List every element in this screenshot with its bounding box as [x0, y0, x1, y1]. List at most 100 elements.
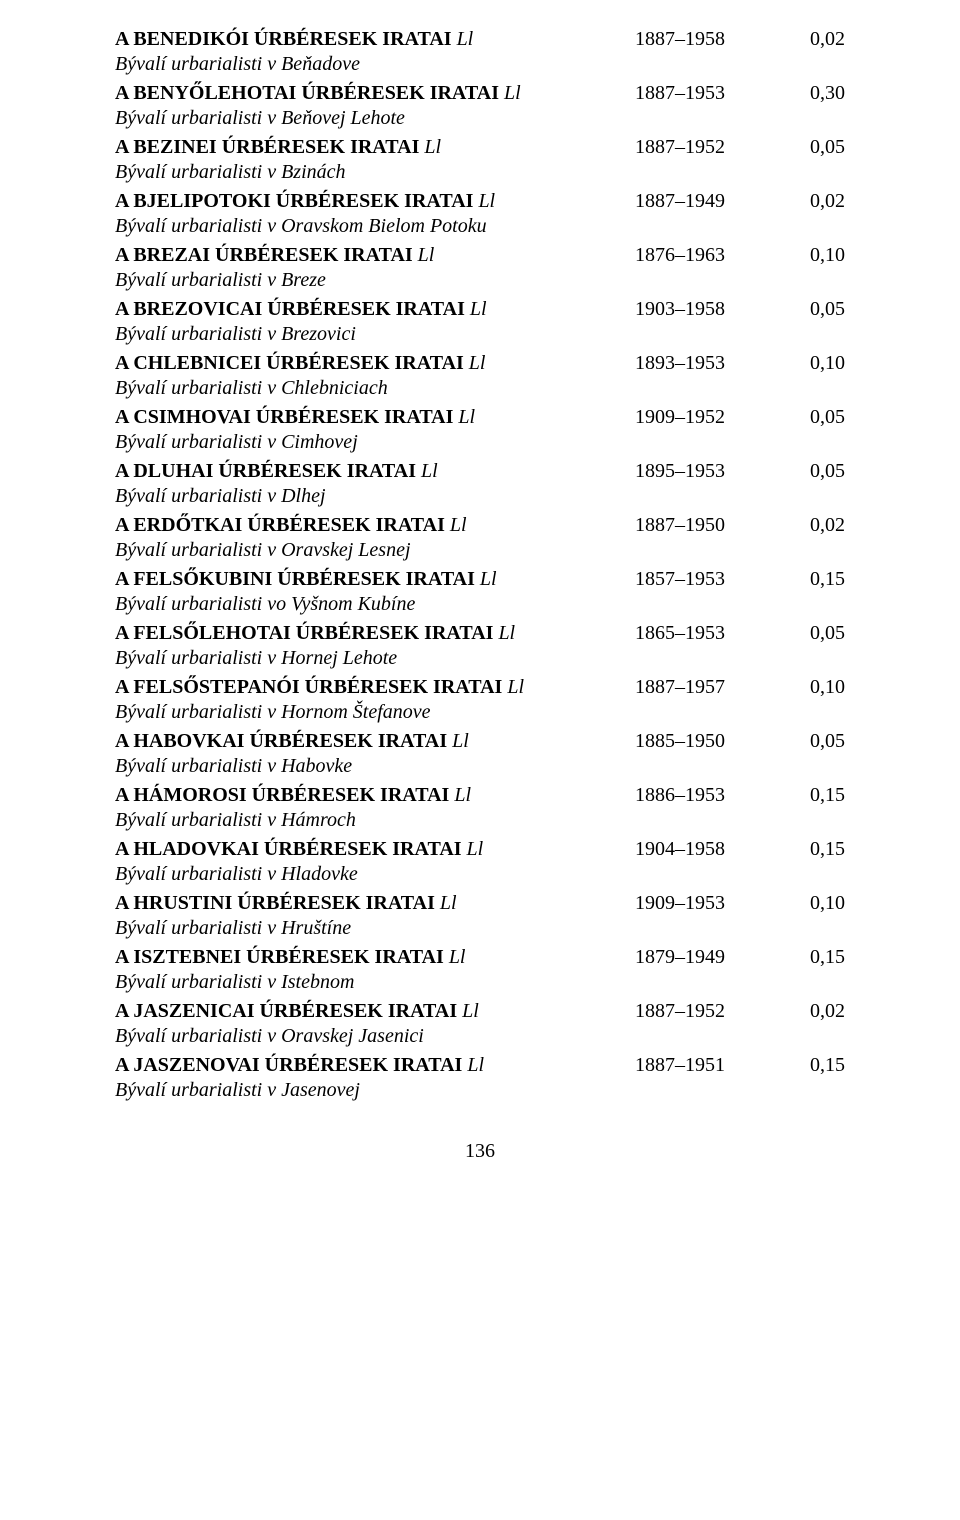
entry-value: 0,02: [790, 1000, 845, 1023]
entry-title-suffix: Ll: [454, 784, 471, 806]
entry: A BENEDIKÓI ÚRBÉRESEK IRATAI Ll1887–1958…: [115, 28, 845, 76]
entry: A FELSŐKUBINI ÚRBÉRESEK IRATAI Ll1857–19…: [115, 568, 845, 616]
entry-title: A BENEDIKÓI ÚRBÉRESEK IRATAI Ll: [115, 28, 635, 51]
entry-title-suffix: Ll: [421, 460, 438, 482]
entry-title-suffix: Ll: [467, 838, 484, 860]
entry: A BEZINEI ÚRBÉRESEK IRATAI Ll1887–19520,…: [115, 136, 845, 184]
entry: A JASZENOVAI ÚRBÉRESEK IRATAI Ll1887–195…: [115, 1054, 845, 1102]
entry-row: A CSIMHOVAI ÚRBÉRESEK IRATAI Ll1909–1952…: [115, 406, 845, 429]
entry: A BREZAI ÚRBÉRESEK IRATAI Ll1876–19630,1…: [115, 244, 845, 292]
entry-value: 0,02: [790, 514, 845, 537]
entry-subtitle: Bývalí urbarialisti v Oravskej Lesnej: [115, 539, 845, 562]
entries-list: A BENEDIKÓI ÚRBÉRESEK IRATAI Ll1887–1958…: [115, 28, 845, 1102]
entry-value: 0,15: [790, 784, 845, 807]
entry-subtitle: Bývalí urbarialisti v Hámroch: [115, 809, 845, 832]
entry: A CHLEBNICEI ÚRBÉRESEK IRATAI Ll1893–195…: [115, 352, 845, 400]
document-page: A BENEDIKÓI ÚRBÉRESEK IRATAI Ll1887–1958…: [0, 0, 960, 1163]
entry: A JASZENICAI ÚRBÉRESEK IRATAI Ll1887–195…: [115, 1000, 845, 1048]
entry: A FELSŐSTEPANÓI ÚRBÉRESEK IRATAI Ll1887–…: [115, 676, 845, 724]
entry-title-suffix: Ll: [498, 622, 515, 644]
entry-row: A CHLEBNICEI ÚRBÉRESEK IRATAI Ll1893–195…: [115, 352, 845, 375]
entry-subtitle: Bývalí urbarialisti v Brezovici: [115, 323, 845, 346]
entry-row: A JASZENOVAI ÚRBÉRESEK IRATAI Ll1887–195…: [115, 1054, 845, 1077]
entry-row: A HABOVKAI ÚRBÉRESEK IRATAI Ll1885–19500…: [115, 730, 845, 753]
entry-years: 1904–1958: [635, 838, 790, 861]
entry-subtitle: Bývalí urbarialisti v Cimhovej: [115, 431, 845, 454]
entry-title-text: A BEZINEI ÚRBÉRESEK IRATAI: [115, 136, 419, 158]
entry-title: A JASZENICAI ÚRBÉRESEK IRATAI Ll: [115, 1000, 635, 1023]
entry-subtitle: Bývalí urbarialisti v Hladovke: [115, 863, 845, 886]
entry-years: 1865–1953: [635, 622, 790, 645]
entry-title: A ERDŐTKAI ÚRBÉRESEK IRATAI Ll: [115, 514, 635, 537]
entry-title-suffix: Ll: [418, 244, 435, 266]
entry-title-suffix: Ll: [469, 352, 486, 374]
entry-subtitle: Bývalí urbarialisti v Beňovej Lehote: [115, 107, 845, 130]
entry-subtitle: Bývalí urbarialisti v Hornom Štefanove: [115, 701, 845, 724]
entry-row: A HLADOVKAI ÚRBÉRESEK IRATAI Ll1904–1958…: [115, 838, 845, 861]
entry-row: A BREZAI ÚRBÉRESEK IRATAI Ll1876–19630,1…: [115, 244, 845, 267]
entry: A CSIMHOVAI ÚRBÉRESEK IRATAI Ll1909–1952…: [115, 406, 845, 454]
entry-value: 0,02: [790, 190, 845, 213]
entry: A HÁMOROSI ÚRBÉRESEK IRATAI Ll1886–19530…: [115, 784, 845, 832]
entry-title-suffix: Ll: [480, 568, 497, 590]
entry-subtitle: Bývalí urbarialisti v Istebnom: [115, 971, 845, 994]
entry-row: A HÁMOROSI ÚRBÉRESEK IRATAI Ll1886–19530…: [115, 784, 845, 807]
entry-subtitle: Bývalí urbarialisti v Hornej Lehote: [115, 647, 845, 670]
entry-years: 1887–1953: [635, 82, 790, 105]
entry-title-suffix: Ll: [462, 1000, 479, 1022]
entry-title: A BENYŐLEHOTAI ÚRBÉRESEK IRATAI Ll: [115, 82, 635, 105]
entry-row: A BEZINEI ÚRBÉRESEK IRATAI Ll1887–19520,…: [115, 136, 845, 159]
entry-title-suffix: Ll: [450, 514, 467, 536]
entry-title: A HRUSTINI ÚRBÉRESEK IRATAI Ll: [115, 892, 635, 915]
entry-years: 1885–1950: [635, 730, 790, 753]
entry-title-text: A DLUHAI ÚRBÉRESEK IRATAI: [115, 460, 416, 482]
entry-title-text: A ERDŐTKAI ÚRBÉRESEK IRATAI: [115, 514, 445, 536]
entry-title-text: A HABOVKAI ÚRBÉRESEK IRATAI: [115, 730, 447, 752]
entry-title-text: A BENEDIKÓI ÚRBÉRESEK IRATAI: [115, 28, 452, 50]
entry-row: A FELSŐKUBINI ÚRBÉRESEK IRATAI Ll1857–19…: [115, 568, 845, 591]
entry-value: 0,10: [790, 352, 845, 375]
entry-title-text: A FELSŐLEHOTAI ÚRBÉRESEK IRATAI: [115, 622, 493, 644]
entry-title-suffix: Ll: [470, 298, 487, 320]
entry-title: A DLUHAI ÚRBÉRESEK IRATAI Ll: [115, 460, 635, 483]
entry-title: A FELSŐSTEPANÓI ÚRBÉRESEK IRATAI Ll: [115, 676, 635, 699]
entry-row: A HRUSTINI ÚRBÉRESEK IRATAI Ll1909–19530…: [115, 892, 845, 915]
entry-years: 1887–1957: [635, 676, 790, 699]
entry-subtitle: Bývalí urbarialisti vo Vyšnom Kubíne: [115, 593, 845, 616]
entry-years: 1887–1950: [635, 514, 790, 537]
entry-title: A JASZENOVAI ÚRBÉRESEK IRATAI Ll: [115, 1054, 635, 1077]
entry: A HRUSTINI ÚRBÉRESEK IRATAI Ll1909–19530…: [115, 892, 845, 940]
entry-years: 1887–1952: [635, 1000, 790, 1023]
entry-title-text: A BENYŐLEHOTAI ÚRBÉRESEK IRATAI: [115, 82, 499, 104]
entry-row: A ERDŐTKAI ÚRBÉRESEK IRATAI Ll1887–19500…: [115, 514, 845, 537]
entry-row: A BENEDIKÓI ÚRBÉRESEK IRATAI Ll1887–1958…: [115, 28, 845, 51]
entry-subtitle: Bývalí urbarialisti v Dlhej: [115, 485, 845, 508]
entry-title-text: A FELSŐKUBINI ÚRBÉRESEK IRATAI: [115, 568, 475, 590]
entry-title-suffix: Ll: [449, 946, 466, 968]
entry-subtitle: Bývalí urbarialisti v Jasenovej: [115, 1079, 845, 1102]
entry: A FELSŐLEHOTAI ÚRBÉRESEK IRATAI Ll 1865–1…: [115, 622, 845, 670]
entry: A BREZOVICAI ÚRBÉRESEK IRATAI Ll1903–195…: [115, 298, 845, 346]
entry-value: 0,05: [790, 406, 845, 429]
entry: A DLUHAI ÚRBÉRESEK IRATAI Ll1895–19530,0…: [115, 460, 845, 508]
entry-title: A CHLEBNICEI ÚRBÉRESEK IRATAI Ll: [115, 352, 635, 375]
entry-title-text: A BREZOVICAI ÚRBÉRESEK IRATAI: [115, 298, 465, 320]
entry-subtitle: Bývalí urbarialisti v Habovke: [115, 755, 845, 778]
entry-title-suffix: Ll: [507, 676, 524, 698]
page-number: 136: [115, 1140, 845, 1163]
entry-subtitle: Bývalí urbarialisti v Chlebniciach: [115, 377, 845, 400]
entry-title-text: A JASZENOVAI ÚRBÉRESEK IRATAI: [115, 1054, 462, 1076]
entry-title-text: A BREZAI ÚRBÉRESEK IRATAI: [115, 244, 413, 266]
entry: A HABOVKAI ÚRBÉRESEK IRATAI Ll1885–19500…: [115, 730, 845, 778]
entry-subtitle: Bývalí urbarialisti v Oravskom Bielom Po…: [115, 215, 845, 238]
entry-title-text: A CSIMHOVAI ÚRBÉRESEK IRATAI: [115, 406, 453, 428]
entry-row: A DLUHAI ÚRBÉRESEK IRATAI Ll1895–19530,0…: [115, 460, 845, 483]
entry-years: 1895–1953: [635, 460, 790, 483]
entry-row: A BREZOVICAI ÚRBÉRESEK IRATAI Ll1903–195…: [115, 298, 845, 321]
entry-value: 0,05: [790, 136, 845, 159]
entry-years: 1887–1951: [635, 1054, 790, 1077]
entry-title: A HLADOVKAI ÚRBÉRESEK IRATAI Ll: [115, 838, 635, 861]
entry-value: 0,02: [790, 28, 845, 51]
entry-subtitle: Bývalí urbarialisti v Oravskej Jasenici: [115, 1025, 845, 1048]
entry-title-suffix: Ll: [457, 28, 474, 50]
